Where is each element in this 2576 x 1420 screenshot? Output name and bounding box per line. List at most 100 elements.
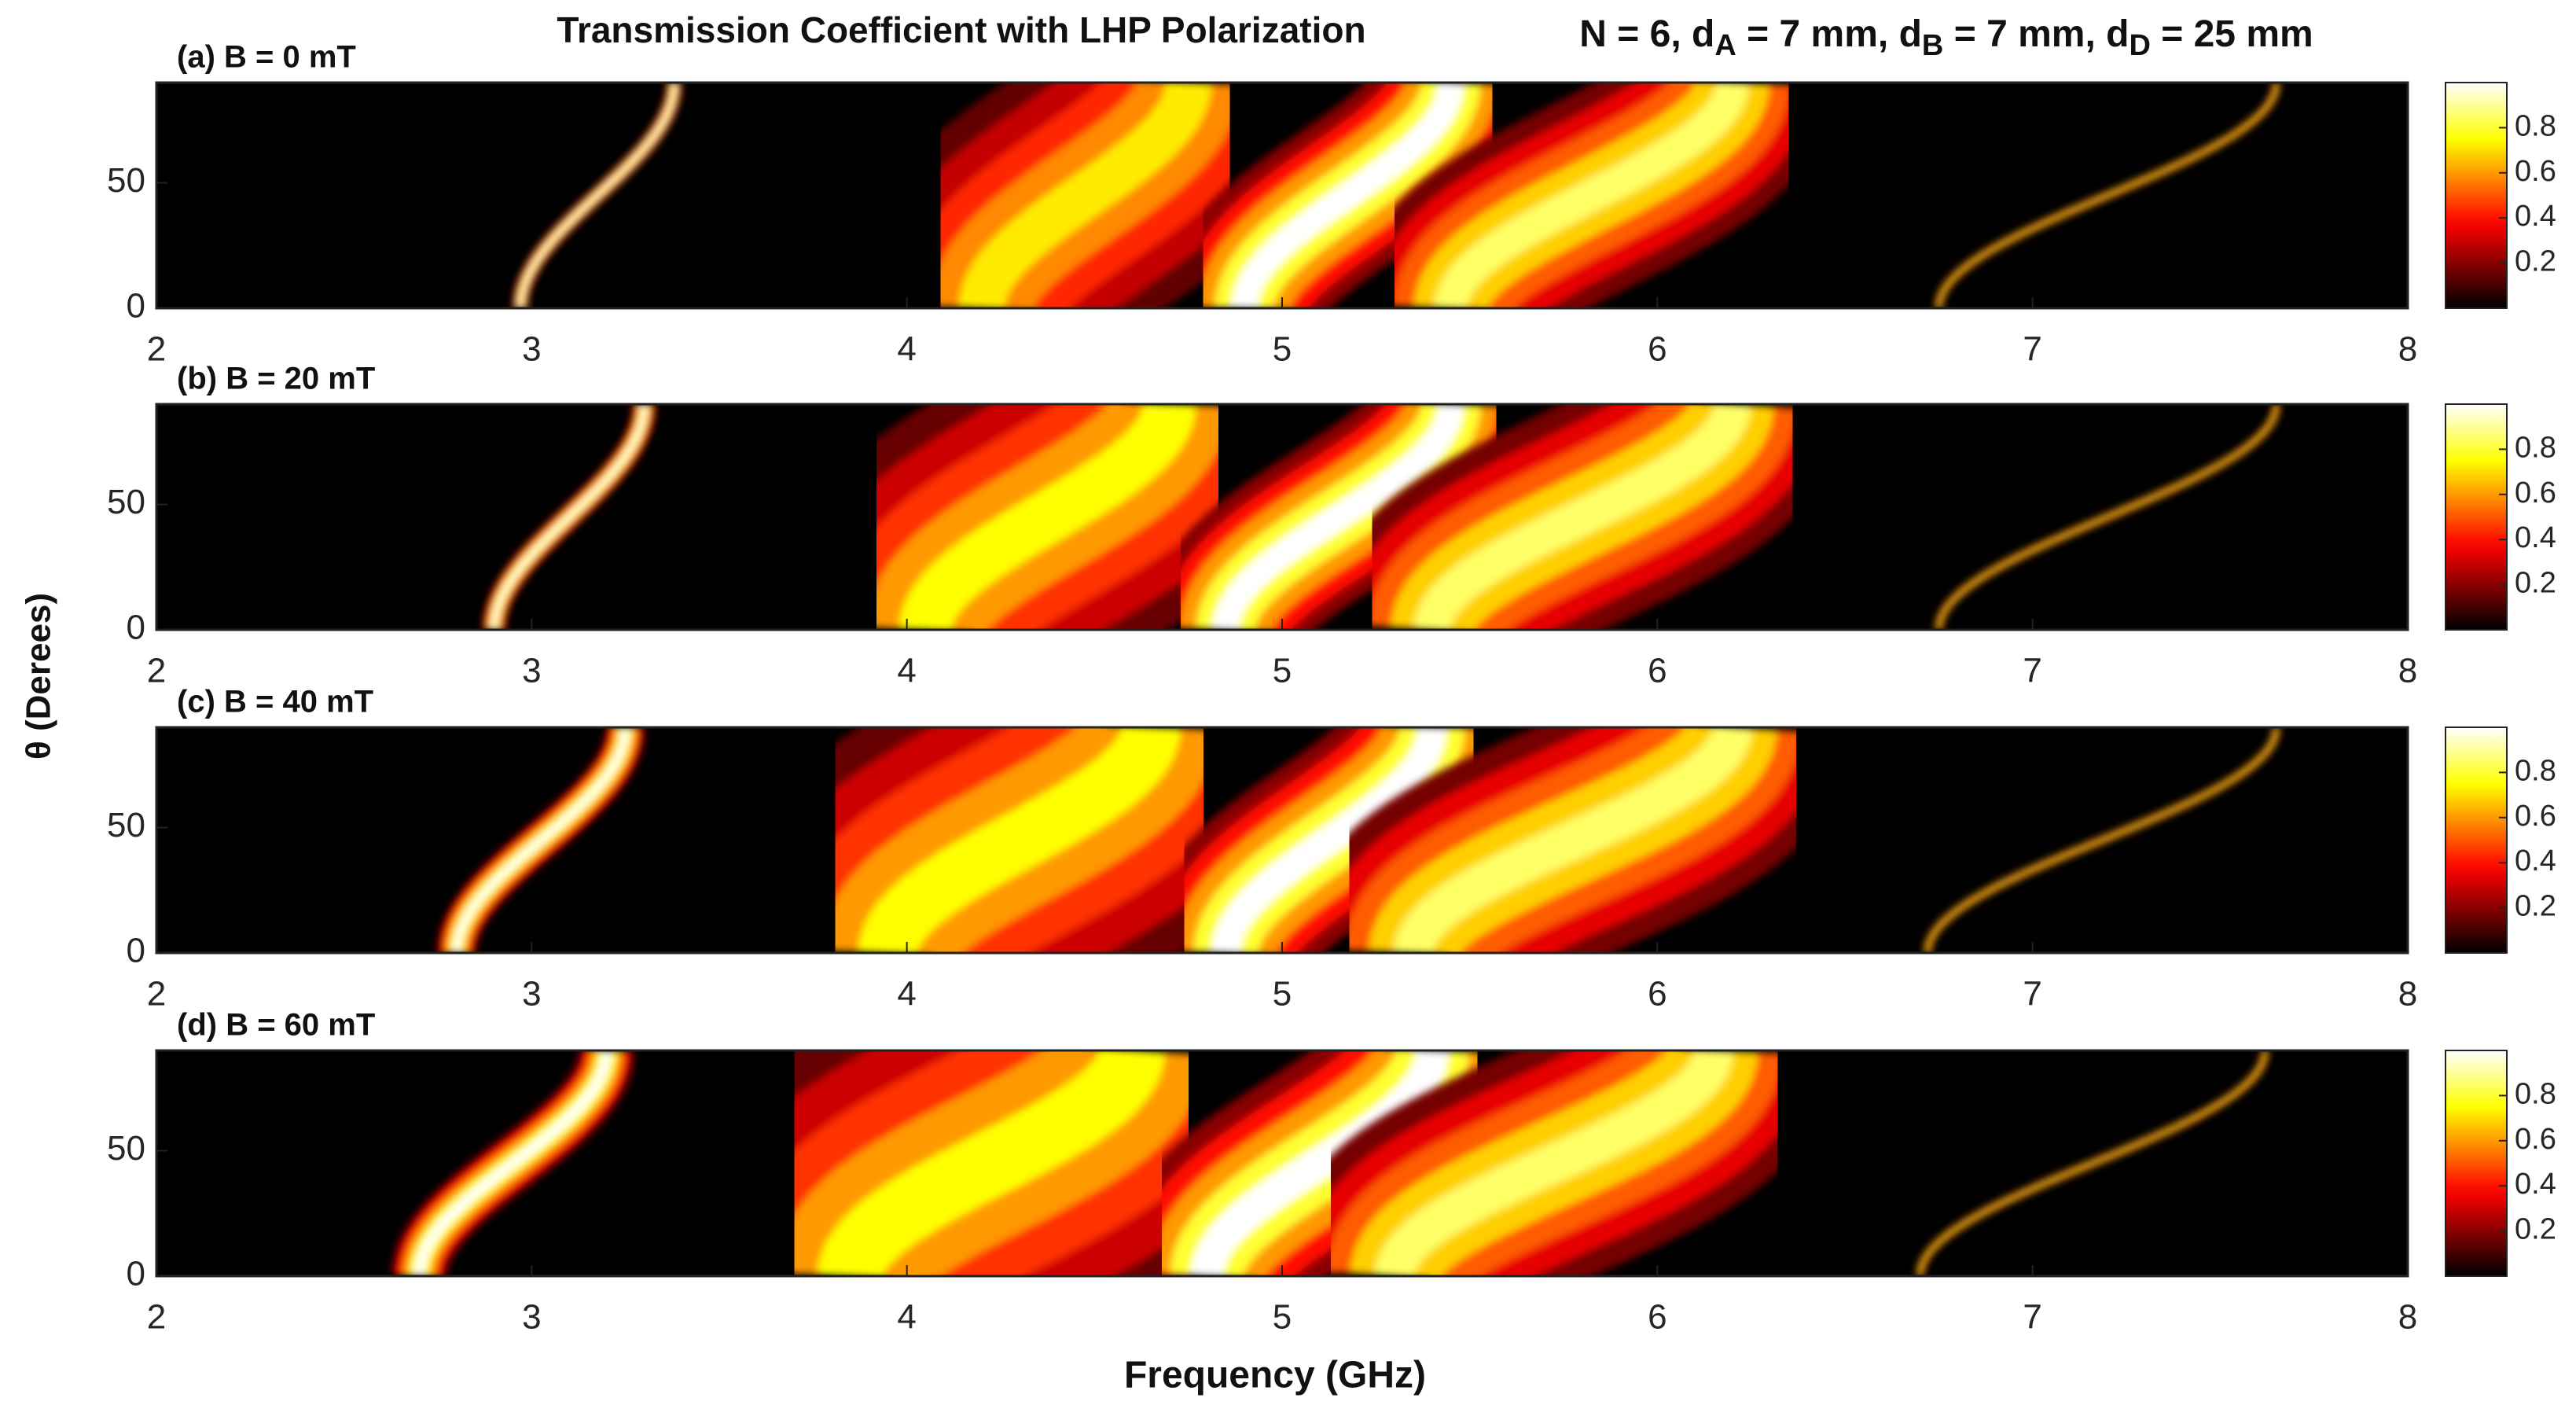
x-tick-label: 5 (1273, 330, 1292, 369)
band-layer (1938, 404, 2277, 630)
y-tick-label: 0 (127, 1255, 145, 1293)
x-tick-label: 5 (1273, 652, 1292, 690)
y-tick-label: 0 (127, 932, 145, 970)
y-tick-label: 0 (127, 609, 145, 647)
x-tick-label: 6 (1648, 330, 1666, 369)
annotation-part: = 7 mm, d (1943, 13, 2129, 55)
x-tick-label: 3 (522, 975, 541, 1013)
band-layer (818, 1050, 1165, 1276)
colorbar-tick-label: 0.4 (2515, 521, 2556, 554)
transmission-band (652, 1050, 1330, 1276)
transmission-band (1321, 404, 1843, 630)
y-tick-label: 50 (107, 806, 145, 844)
band-layer (1190, 1050, 1449, 1276)
subscript: D (2129, 29, 2150, 62)
subscript: A (1714, 29, 1736, 62)
colorbar-tick-label: 0.8 (2515, 754, 2556, 787)
heatmap-area (391, 1050, 2269, 1276)
band-layer (453, 727, 629, 953)
colorbar-tick-label: 0.6 (2515, 155, 2556, 188)
band-layer (1919, 1050, 2266, 1276)
band-layer (1375, 1050, 1733, 1276)
y-tick-label: 50 (107, 483, 145, 521)
transmission-band (1916, 1050, 2269, 1276)
x-tick-label: 7 (2023, 330, 2041, 369)
transmission-band (1352, 83, 1832, 308)
band-layer (1434, 83, 1749, 308)
transmission-band (1165, 83, 1531, 308)
x-tick-label: 7 (2023, 1298, 2041, 1337)
band-layer (414, 1050, 612, 1276)
transmission-band (843, 83, 1327, 308)
chart-title: Transmission Coefficient with LHP Polari… (557, 9, 1365, 50)
panel-label: (c) B = 40 mT (177, 685, 373, 719)
x-tick-label: 5 (1273, 1298, 1292, 1337)
transmission-band (1108, 1050, 1531, 1276)
x-tick-label: 5 (1273, 975, 1292, 1013)
band-layer (1394, 727, 1752, 953)
x-axis-label: Frequency (GHz) (1124, 1355, 1426, 1396)
transmission-band (391, 1050, 635, 1276)
transmission-band (1138, 727, 1520, 953)
band-layer (1211, 727, 1447, 953)
heatmap-area (512, 83, 2280, 308)
x-tick-label: 6 (1648, 1298, 1666, 1337)
colorbar-tick-label: 0.4 (2515, 1168, 2556, 1201)
transmission-band (436, 727, 645, 953)
transmission-band (1295, 727, 1851, 953)
colorbar (2445, 727, 2508, 954)
x-tick-label: 6 (1648, 975, 1666, 1013)
panel-label: (d) B = 60 mT (177, 1008, 375, 1043)
x-tick-label: 2 (147, 975, 166, 1013)
band-layer (1413, 404, 1751, 630)
x-tick-label: 2 (147, 1298, 166, 1337)
colorbar-tick-label: 0.2 (2515, 245, 2556, 278)
x-tick-label: 2 (147, 330, 166, 369)
x-tick-label: 4 (897, 330, 916, 369)
transmission-band (1276, 1050, 1832, 1276)
panel-label: (a) B = 0 mT (177, 40, 356, 75)
transmission-band (1935, 83, 2280, 308)
heatmap-area (436, 727, 2280, 953)
x-tick-label: 7 (2023, 975, 2041, 1013)
y-tick-label: 0 (127, 287, 145, 326)
x-tick-label: 8 (2398, 330, 2417, 369)
transmission-band (1923, 727, 2280, 953)
colorbar-tick-label: 0.4 (2515, 844, 2556, 877)
x-tick-label: 8 (2398, 1298, 2417, 1337)
x-tick-label: 2 (147, 652, 166, 690)
subscript: B (1922, 29, 1943, 62)
colorbar (2445, 403, 2508, 631)
band-layer (519, 83, 676, 308)
heatmap-area (482, 404, 2280, 630)
colorbar-tick-label: 0.8 (2515, 109, 2556, 142)
x-tick-label: 8 (2398, 652, 2417, 690)
annotation-part: = 7 mm, d (1736, 13, 1922, 55)
colorbar-tick-label: 0.8 (2515, 431, 2556, 464)
transmission-band (1146, 404, 1531, 630)
colorbar-tick-label: 0.6 (2515, 476, 2556, 510)
x-tick-label: 4 (897, 1298, 916, 1337)
annotation-part: N = 6, d (1579, 13, 1714, 55)
colorbar-tick-label: 0.2 (2515, 890, 2556, 923)
band-layer (899, 404, 1196, 630)
colorbar-tick-label: 0.8 (2515, 1077, 2556, 1110)
annotation-part: = 25 mm (2151, 13, 2313, 55)
band-layer (492, 404, 647, 630)
x-tick-label: 4 (897, 652, 916, 690)
x-tick-label: 8 (2398, 975, 2417, 1013)
y-tick-label: 50 (107, 1129, 145, 1168)
colorbar (2445, 1050, 2508, 1277)
band-layer (858, 727, 1181, 953)
panel-label: (b) B = 20 mT (177, 362, 375, 396)
band-layer (958, 83, 1211, 308)
x-tick-label: 4 (897, 975, 916, 1013)
colorbar-tick-label: 0.6 (2515, 1123, 2556, 1156)
band-layer (1938, 83, 2277, 308)
transmission-band (1935, 404, 2280, 630)
band-layer (1212, 404, 1464, 630)
x-tick-label: 3 (522, 1298, 541, 1337)
band-layer (1231, 83, 1464, 308)
